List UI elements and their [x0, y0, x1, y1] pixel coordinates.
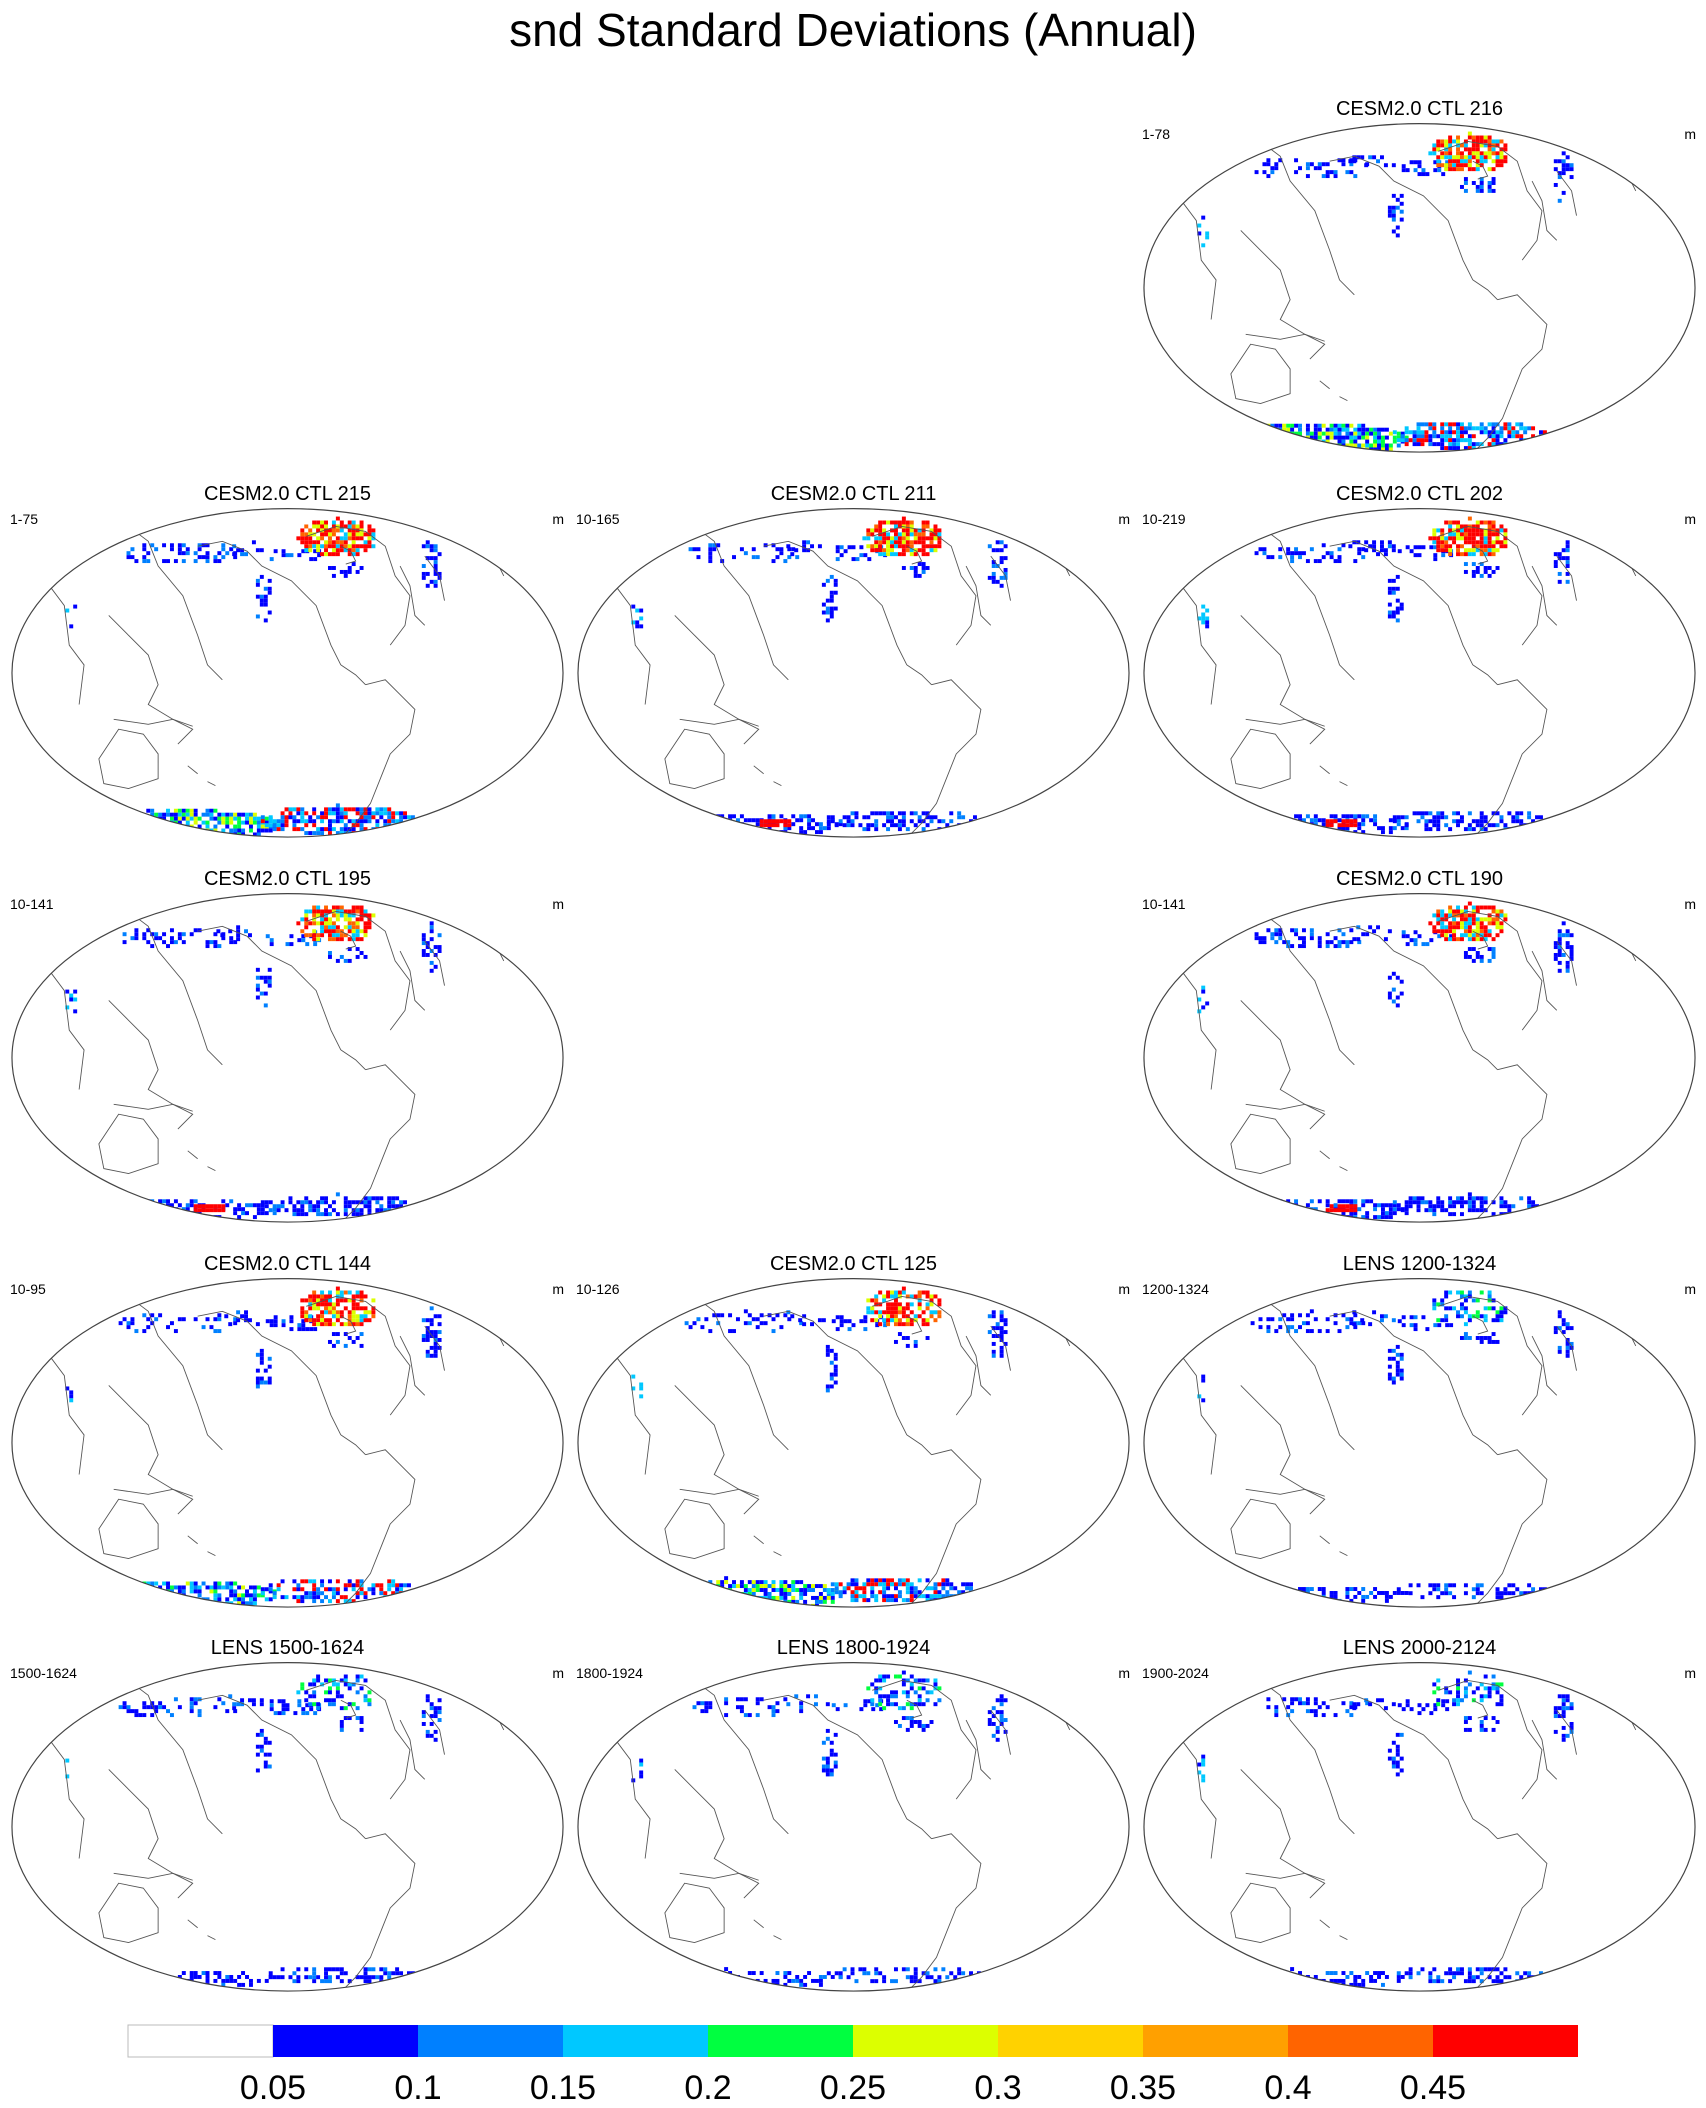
map-outline	[577, 1662, 1130, 1992]
map-area	[577, 508, 1130, 838]
colorbar-label: 0.45	[1400, 2069, 1466, 2107]
map-outline	[577, 1278, 1130, 1608]
map-area	[1143, 1662, 1696, 1992]
map-area	[1143, 1278, 1696, 1608]
panel-units: m	[552, 511, 564, 527]
panel-years: 1500-1624	[10, 1665, 77, 1681]
colorbar-label: 0.35	[1110, 2069, 1176, 2107]
map-panel: LENS 1800-1924 1800-1924 m	[576, 1637, 1130, 1992]
panel-years: 1-75	[10, 511, 38, 527]
map-area	[11, 893, 564, 1223]
panel-years: 1200-1324	[1142, 1281, 1209, 1297]
panel-units: m	[1684, 511, 1696, 527]
panel-title: CESM2.0 CTL 216	[1336, 98, 1503, 120]
map-panel: CESM2.0 CTL 215 1-75 m	[10, 483, 564, 838]
map-outline	[1143, 893, 1696, 1223]
panel-title: LENS 1500-1624	[211, 1637, 364, 1659]
colorbar-swatch	[1143, 2025, 1288, 2057]
colorbar-swatch	[853, 2025, 998, 2057]
map-panel: LENS 1200-1324 1200-1324 m	[1142, 1253, 1696, 1608]
colorbar-label: 0.05	[240, 2069, 306, 2107]
map-area	[1143, 508, 1696, 838]
colorbar-label: 0.3	[974, 2069, 1021, 2107]
map-outline	[11, 1662, 564, 1992]
colorbar-swatch	[418, 2025, 563, 2057]
map-area	[1143, 123, 1696, 453]
colorbar-swatch	[563, 2025, 708, 2057]
colorbar-label: 0.25	[820, 2069, 886, 2107]
panel-title: LENS 1800-1924	[777, 1637, 930, 1659]
panel-title: LENS 1200-1324	[1343, 1253, 1496, 1275]
map-outline	[577, 508, 1130, 838]
panel-years: 10-126	[576, 1281, 620, 1297]
map-panel: CESM2.0 CTL 125 10-126 m	[576, 1253, 1130, 1608]
panel-years: 1800-1924	[576, 1665, 643, 1681]
map-outline	[1143, 123, 1696, 453]
map-panel: LENS 2000-2124 1900-2024 m	[1142, 1637, 1696, 1992]
colorbar-swatch	[1288, 2025, 1433, 2057]
map-area	[11, 1662, 564, 1992]
panel-years: 10-95	[10, 1281, 46, 1297]
panel-units: m	[1684, 126, 1696, 142]
panel-years: 10-219	[1142, 511, 1186, 527]
panel-title: CESM2.0 CTL 190	[1336, 868, 1503, 890]
panel-title: CESM2.0 CTL 202	[1336, 483, 1503, 505]
map-area	[1143, 893, 1696, 1223]
colorbar-label: 0.15	[530, 2069, 596, 2107]
colorbar-swatch	[127, 2024, 274, 2058]
colorbar-swatch	[708, 2025, 853, 2057]
panel-title: CESM2.0 CTL 211	[771, 483, 937, 505]
map-outline	[1143, 508, 1696, 838]
map-outline	[11, 893, 564, 1223]
panel-units: m	[552, 896, 564, 912]
panel-title: CESM2.0 CTL 215	[204, 483, 371, 505]
map-area	[577, 1662, 1130, 1992]
panel-title: CESM2.0 CTL 195	[204, 868, 371, 890]
map-panel: CESM2.0 CTL 195 10-141 m	[10, 868, 564, 1223]
colorbar-swatch	[1433, 2025, 1578, 2057]
colorbar-label: 0.4	[1264, 2069, 1311, 2107]
colorbar-label: 0.2	[684, 2069, 731, 2107]
colorbar: 0.05 0.1 0.15 0.2 0.25 0.3 0.35 0.4 0.45	[127, 2024, 1578, 2107]
panel-title: CESM2.0 CTL 144	[204, 1253, 371, 1275]
map-outline	[11, 1278, 564, 1608]
panel-units: m	[1684, 1665, 1696, 1681]
panel-units: m	[1118, 1281, 1130, 1297]
panel-title: CESM2.0 CTL 125	[770, 1253, 937, 1275]
panel-title: LENS 2000-2124	[1343, 1637, 1496, 1659]
map-area	[577, 1278, 1130, 1608]
map-outline	[1143, 1278, 1696, 1608]
colorbar-swatch	[998, 2025, 1143, 2057]
panel-years: 10-141	[1142, 896, 1186, 912]
map-area	[11, 508, 564, 838]
map-panel: CESM2.0 CTL 202 10-219 m	[1142, 483, 1696, 838]
map-panel: CESM2.0 CTL 216 1-78 m	[1142, 98, 1696, 453]
map-panel: CESM2.0 CTL 144 10-95 m	[10, 1253, 564, 1608]
figure-title: snd Standard Deviations (Annual)	[509, 4, 1197, 56]
panel-units: m	[1684, 896, 1696, 912]
map-panel: CESM2.0 CTL 190 10-141 m	[1142, 868, 1696, 1223]
map-panels: CESM2.0 CTL 216 1-78 m CESM2.0 CTL 215 1-75 m…	[10, 98, 1696, 1992]
panel-years: 10-165	[576, 511, 620, 527]
map-panel: LENS 1500-1624 1500-1624 m	[10, 1637, 564, 1992]
panel-years: 1900-2024	[1142, 1665, 1209, 1681]
panel-units: m	[552, 1665, 564, 1681]
map-area	[11, 1278, 564, 1608]
panel-units: m	[1684, 1281, 1696, 1297]
map-panel: CESM2.0 CTL 211 10-165 m	[576, 483, 1130, 838]
panel-units: m	[1118, 1665, 1130, 1681]
colorbar-label: 0.1	[394, 2069, 441, 2107]
colorbar-swatch	[273, 2025, 418, 2057]
panel-years: 10-141	[10, 896, 54, 912]
map-outline	[1143, 1662, 1696, 1992]
panel-units: m	[552, 1281, 564, 1297]
map-outline	[11, 508, 564, 838]
panel-years: 1-78	[1142, 126, 1170, 142]
panel-units: m	[1118, 511, 1130, 527]
